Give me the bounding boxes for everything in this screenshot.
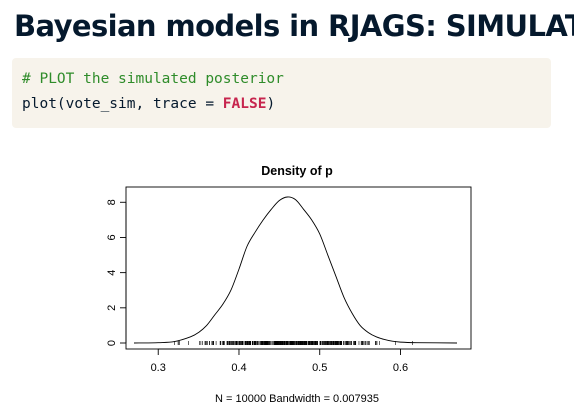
x-axis: 0.3 0.4 0.5 0.6 — [151, 348, 408, 374]
code-keyword: FALSE — [222, 96, 267, 112]
chart-title: Density of p — [261, 164, 333, 178]
y-tick-label: 8 — [106, 199, 118, 205]
y-tick-label: 2 — [106, 305, 118, 311]
code-call-prefix: plot(vote_sim, trace = — [22, 96, 223, 112]
density-plot: Density of p 0.3 0.4 0.5 0.6 0 2 4 6 8 N = 1000… — [106, 164, 472, 405]
code-block: # PLOT the simulated posterior plot(vote… — [12, 58, 551, 128]
y-axis: 0 2 4 6 8 — [106, 199, 127, 346]
x-tick-label: 0.5 — [312, 362, 327, 374]
y-tick-label: 6 — [106, 234, 118, 240]
y-tick-label: 4 — [106, 270, 118, 276]
x-axis-label: N = 10000 Bandwidth = 0.007935 — [215, 393, 379, 405]
density-curve — [133, 196, 458, 344]
code-call-suffix: ) — [266, 96, 276, 112]
x-tick-label: 0.4 — [231, 362, 246, 374]
code-call: plot(vote_sim, trace = FALSE) — [22, 92, 541, 117]
slide-title: Bayesian models in RJAGS: SIMULATE — [14, 9, 574, 43]
code-comment: # PLOT the simulated posterior — [22, 71, 284, 87]
x-tick-label: 0.6 — [393, 362, 408, 374]
rug-marks — [174, 341, 413, 345]
plot-frame — [125, 186, 472, 350]
y-tick-label: 0 — [106, 340, 118, 346]
x-tick-label: 0.3 — [151, 362, 166, 374]
